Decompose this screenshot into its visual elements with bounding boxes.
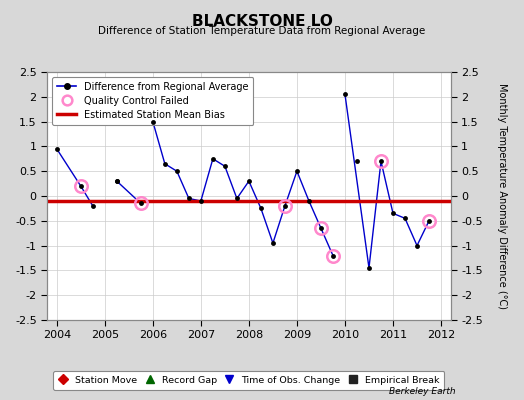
Y-axis label: Monthly Temperature Anomaly Difference (°C): Monthly Temperature Anomaly Difference (… <box>497 83 507 309</box>
Legend: Station Move, Record Gap, Time of Obs. Change, Empirical Break: Station Move, Record Gap, Time of Obs. C… <box>53 371 444 390</box>
Text: BLACKSTONE LO: BLACKSTONE LO <box>192 14 332 29</box>
Text: Berkeley Earth: Berkeley Earth <box>389 387 456 396</box>
Text: Difference of Station Temperature Data from Regional Average: Difference of Station Temperature Data f… <box>99 26 425 36</box>
